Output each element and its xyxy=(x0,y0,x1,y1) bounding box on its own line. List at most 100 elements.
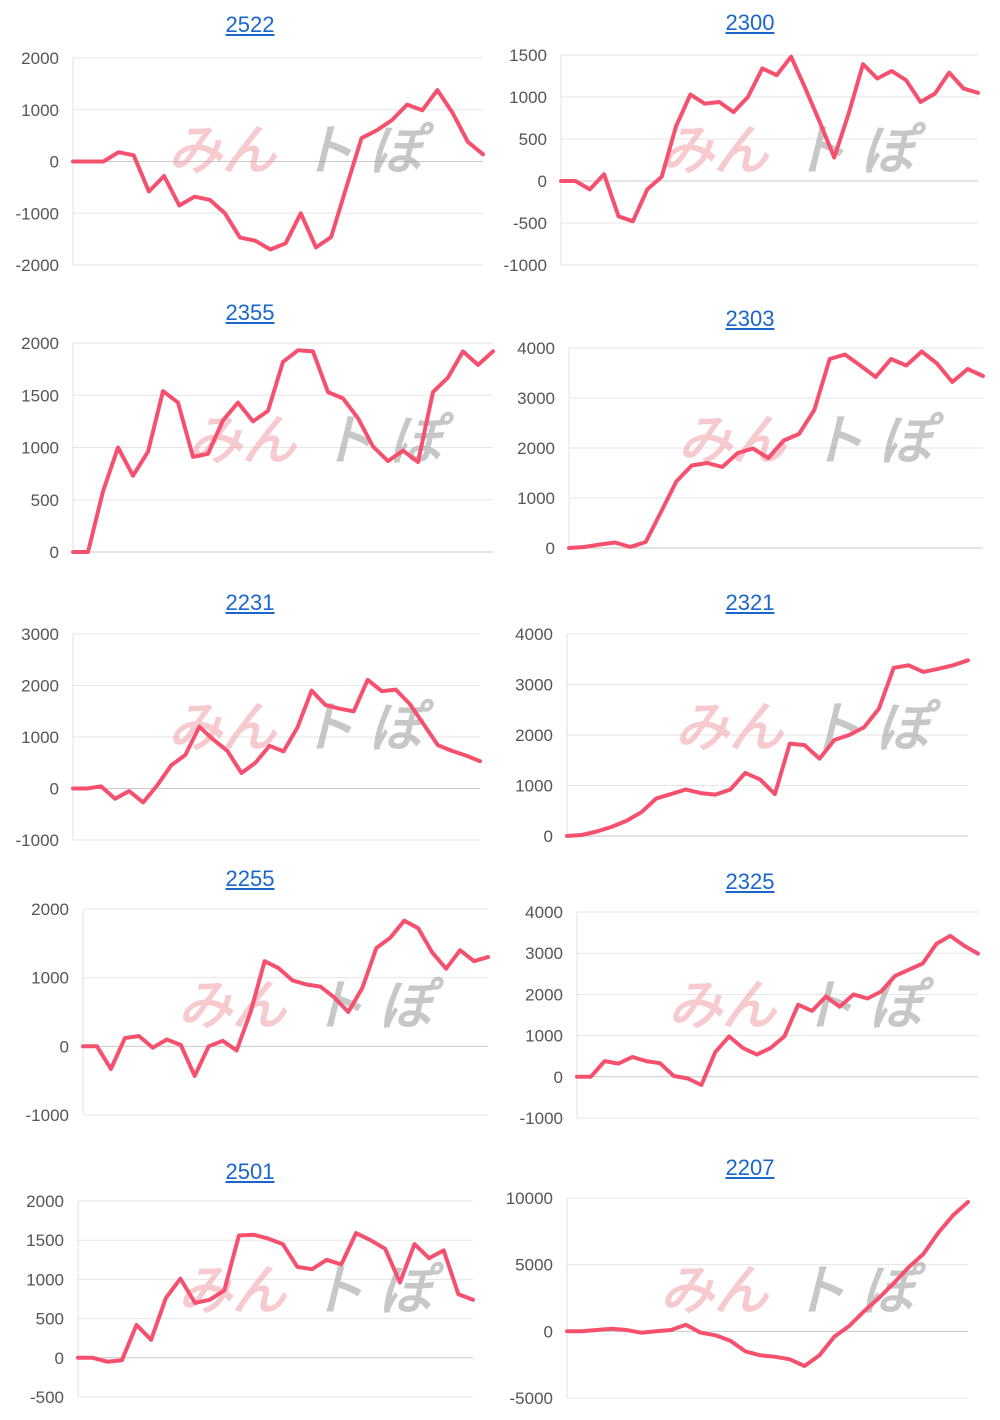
line-chart: 2000 1000 0 -1000 -2000 みんト ぽ xyxy=(16,49,485,275)
watermark-right: ト ぽ xyxy=(792,121,927,181)
y-tick-label: 0 xyxy=(546,539,555,558)
y-tick-label: -5000 xyxy=(510,1389,553,1408)
series-line xyxy=(565,658,970,838)
chart-panel-2501: 2501 2000 1500 1000 500 0 -500 みんト ぽ xyxy=(26,1159,475,1407)
series-line xyxy=(559,54,980,224)
chart-panel-2207: 2207 10000 5000 0 -5000 みんト ぽ xyxy=(500,0,1000,1420)
y-tick-label: 0 xyxy=(538,172,547,191)
y-tick-label: 1000 xyxy=(21,728,59,747)
y-tick-label: 0 xyxy=(544,1322,553,1341)
chart-title-link[interactable]: 2501 xyxy=(225,1159,275,1184)
y-tick-label: 3000 xyxy=(525,944,563,963)
y-tick-label: 1500 xyxy=(21,386,59,405)
y-tick-label: -1000 xyxy=(504,256,547,275)
watermark-logo: みんト ぽ xyxy=(178,1261,445,1321)
line-chart: 3000200010000-1000みんト ぽ xyxy=(16,625,482,850)
series-line xyxy=(76,1231,475,1364)
line-chart: 2000 1000 0 -1000 みんト ぽ xyxy=(26,900,490,1125)
chart-title-link[interactable]: 2355 xyxy=(225,300,275,325)
line-chart: 4000 3000 2000 1000 0 -1000 みんト ぽ xyxy=(520,903,980,1128)
watermark-left: みん xyxy=(178,976,288,1036)
watermark-left: みん xyxy=(178,1261,288,1321)
series-line xyxy=(567,349,985,550)
chart-title-link[interactable]: 2207 xyxy=(725,1155,775,1180)
series-line xyxy=(575,933,980,1087)
chart-title-link[interactable]: 2321 xyxy=(725,590,775,615)
y-tick-label: 1000 xyxy=(515,777,553,796)
chart-panel-2321: 2321 4000 3000 2000 1000 0 みんト ぽ xyxy=(500,0,1000,1420)
chart-panel-2231: 2231 3000 2000 1000 0 -1000 みんト ぽ xyxy=(16,590,482,850)
chart-title-link[interactable]: 2255 xyxy=(225,866,275,891)
y-tick-label: 4000 xyxy=(517,339,555,358)
watermark-logo: みんト ぽ xyxy=(660,121,927,181)
y-tick-label: -1000 xyxy=(26,1106,69,1125)
y-tick-label: 0 xyxy=(50,153,59,172)
y-tick-label: -500 xyxy=(513,214,547,233)
watermark-right: ト ぽ xyxy=(310,1261,445,1321)
series-line xyxy=(565,1200,970,1368)
series-line xyxy=(71,88,485,252)
y-tick-label: 1500 xyxy=(509,46,547,65)
y-tick-label: 2000 xyxy=(515,726,553,745)
y-tick-label: 0 xyxy=(554,1068,563,1087)
watermark-logo: みんト ぽ xyxy=(178,976,445,1036)
y-tick-label: 3000 xyxy=(21,625,59,644)
y-tick-label: 2000 xyxy=(21,49,59,68)
watermark-logo: みんト ぽ xyxy=(678,411,945,471)
chart-panel-2355: 2355 2000 1500 1000 500 0 みんト ぽ xyxy=(21,300,495,562)
y-tick-label: 1000 xyxy=(509,88,547,107)
y-tick-label: 2000 xyxy=(525,985,563,1004)
line-chart: 1000050000-5000みんト ぽ xyxy=(506,1189,970,1408)
chart-panel-2300: 2300 1500 1000 500 0 -500 -1000 みんト ぽ xyxy=(500,0,1000,1420)
y-tick-label: 1000 xyxy=(517,489,555,508)
y-tick-label: 1000 xyxy=(26,1270,64,1289)
watermark-left: みん xyxy=(188,411,298,471)
y-tick-label: 0 xyxy=(50,780,59,799)
y-tick-label: 500 xyxy=(31,491,59,510)
y-tick-label: 0 xyxy=(544,827,553,846)
watermark-right: ト ぽ xyxy=(300,121,435,181)
watermark-right: ト ぽ xyxy=(800,976,935,1036)
watermark-right: ト ぽ xyxy=(310,976,445,1036)
y-tick-label: 2000 xyxy=(31,900,69,919)
chart-title-link[interactable]: 2303 xyxy=(725,306,775,331)
y-tick-label: 3000 xyxy=(517,389,555,408)
y-tick-label: 1000 xyxy=(21,439,59,458)
y-tick-label: 0 xyxy=(50,543,59,562)
watermark-logo: みんト ぽ xyxy=(168,121,435,181)
y-tick-label: 4000 xyxy=(515,625,553,644)
y-tick-label: 2000 xyxy=(517,439,555,458)
watermark-left: みん xyxy=(675,698,785,758)
y-tick-label: 0 xyxy=(55,1349,64,1368)
y-tick-label: 500 xyxy=(36,1310,64,1329)
line-chart: 2000 1500 1000 500 0 -500 みんト ぽ xyxy=(26,1192,475,1407)
chart-title-link[interactable]: 2325 xyxy=(725,869,775,894)
chart-panel-2325: 2325 4000 3000 2000 1000 0 -1000 みんト ぽ xyxy=(500,0,1000,1420)
y-tick-label: 2000 xyxy=(21,334,59,353)
chart-title-link[interactable]: 2231 xyxy=(225,590,275,615)
watermark-left: みん xyxy=(678,411,788,471)
y-tick-label: 1000 xyxy=(31,969,69,988)
watermark-left: みん xyxy=(660,1261,770,1321)
chart-panel-2522: 2522 2000 1000 0 -1000 -2000 みんト ぽ xyxy=(16,12,485,275)
y-tick-label: 0 xyxy=(60,1037,69,1056)
y-tick-label: 1000 xyxy=(21,101,59,120)
watermark-left: みん xyxy=(168,121,278,181)
y-tick-label: 1500 xyxy=(26,1231,64,1250)
y-tick-label: -1000 xyxy=(16,204,59,223)
series-line xyxy=(81,918,490,1078)
y-tick-label: -1000 xyxy=(16,831,59,850)
chart-title-link[interactable]: 2522 xyxy=(225,12,275,37)
y-tick-label: -1000 xyxy=(520,1109,563,1128)
chart-panel-2255: 2255 2000 1000 0 -1000 みんト ぽ xyxy=(26,866,490,1125)
line-chart: 1500 1000 500 0 -500 -1000 みんト ぽ xyxy=(504,46,980,275)
y-tick-label: 3000 xyxy=(515,676,553,695)
y-tick-label: 10000 xyxy=(506,1189,553,1208)
series-line xyxy=(71,348,495,554)
y-tick-label: 2000 xyxy=(26,1192,64,1211)
y-tick-label: 4000 xyxy=(525,903,563,922)
chart-title-link[interactable]: 2300 xyxy=(725,10,775,35)
line-chart: 40003000200010000みんト ぽ xyxy=(515,625,970,846)
y-tick-label: 2000 xyxy=(21,677,59,696)
y-tick-label: 500 xyxy=(519,130,547,149)
